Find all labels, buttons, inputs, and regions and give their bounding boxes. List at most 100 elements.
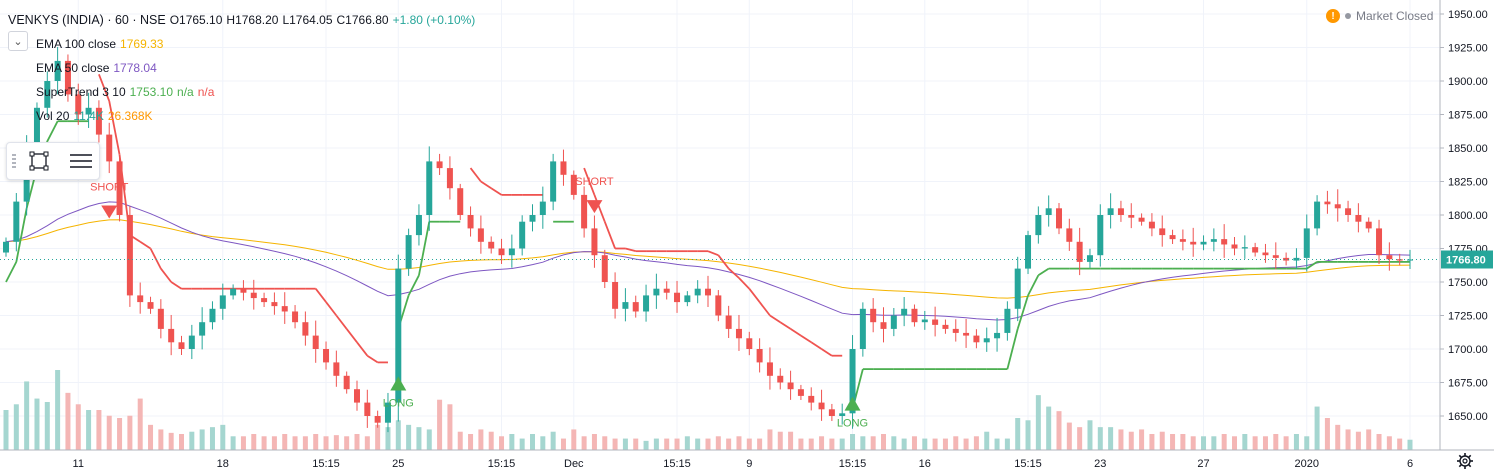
y-tick-label: 1675.00 <box>1448 378 1488 390</box>
supertrend-segment <box>149 248 162 270</box>
market-status[interactable]: ! Market Closed <box>1326 9 1433 23</box>
candle-body <box>880 322 887 329</box>
short-signal-arrow <box>101 205 118 219</box>
volume-bar <box>199 429 205 450</box>
x-tick-label: 23 <box>1094 458 1106 470</box>
volume-bar <box>839 438 845 450</box>
ema-50-line <box>5 201 1411 321</box>
supertrend-segment <box>800 334 812 344</box>
volume-bar <box>488 431 494 450</box>
volume-bar <box>395 420 401 450</box>
long-signal-label: LONG <box>383 398 414 410</box>
volume-bar <box>715 436 721 450</box>
volume-bar <box>808 438 814 450</box>
indicator-label: SuperTrend 3 10 <box>36 85 126 99</box>
x-tick-label: 15:15 <box>312 458 340 470</box>
indicator-value-extra: 26.368K <box>107 109 153 123</box>
candle-body <box>1014 268 1021 309</box>
indicator-volume[interactable]: Vol 20 11.4K 26.368K <box>8 104 475 128</box>
candle-body <box>612 282 619 309</box>
supertrend-segment <box>625 247 636 253</box>
candle-body <box>1076 241 1083 262</box>
candle-body <box>1025 235 1032 269</box>
volume-bar <box>1345 429 1351 450</box>
volume-bar <box>1283 436 1289 450</box>
volume-bar <box>1077 427 1083 450</box>
candle-body <box>13 201 20 242</box>
indicator-ema100[interactable]: EMA 100 close 1769.33 <box>8 32 475 56</box>
high-value: H1768.20 <box>226 13 279 27</box>
change-value: +1.80 (+0.10%) <box>392 13 476 27</box>
volume-bar <box>746 438 752 450</box>
y-tick-label: 1825.00 <box>1448 177 1488 189</box>
chart-legend: VENKYS (INDIA) · 60 · NSE O1765.10 H1768… <box>8 8 475 128</box>
candle-body <box>1376 228 1383 256</box>
legend-collapse-button[interactable]: ⌄ <box>8 31 28 51</box>
candle-body <box>581 194 588 229</box>
rectangle-tool-icon[interactable] <box>29 151 49 171</box>
volume-bar <box>1252 436 1258 450</box>
volume-bar <box>973 436 979 450</box>
candle-body <box>1117 208 1124 215</box>
volume-bar <box>736 436 742 450</box>
volume-bar <box>560 438 566 450</box>
volume-bar <box>55 370 61 450</box>
supertrend-segment <box>603 221 616 249</box>
volume-bar <box>457 431 463 450</box>
candle-body <box>591 228 598 256</box>
volume-bar <box>364 436 370 450</box>
volume-bar <box>891 436 897 450</box>
candle-body <box>828 409 835 416</box>
symbol-title[interactable]: VENKYS (INDIA) · 60 · NSE <box>8 13 166 27</box>
volume-bar <box>633 438 639 450</box>
volume-bar <box>24 381 30 450</box>
y-tick-label: 1925.00 <box>1448 43 1488 55</box>
indicator-supertrend[interactable]: SuperTrend 3 10 1753.10 n/a n/a <box>8 80 475 104</box>
indicator-ema50[interactable]: EMA 50 close 1778.04 <box>8 56 475 80</box>
x-tick-label: 2020 <box>1295 458 1319 470</box>
indicator-value: 1769.33 <box>120 37 164 51</box>
short-signal-label: SHORT <box>575 176 614 188</box>
market-status-label: Market Closed <box>1356 9 1434 23</box>
supertrend-segment <box>46 120 59 142</box>
supertrend-segment <box>335 314 348 330</box>
supertrend-segment <box>769 314 781 323</box>
volume-bar <box>829 438 835 450</box>
volume-bar <box>1386 436 1392 450</box>
volume-bar <box>292 436 298 450</box>
volume-bar <box>406 424 412 450</box>
volume-bar <box>189 431 195 450</box>
gear-icon[interactable] <box>1456 452 1474 470</box>
volume-bars <box>3 370 1413 450</box>
volume-bar <box>1335 424 1341 450</box>
x-tick-label: 9 <box>746 458 752 470</box>
volume-bar <box>1046 406 1052 450</box>
candle-body <box>271 302 278 307</box>
drag-handle-icon[interactable] <box>12 154 16 168</box>
drawing-toolbox[interactable] <box>6 142 100 180</box>
supertrend-segment <box>314 288 327 303</box>
list-tool-icon[interactable] <box>69 151 93 171</box>
candle-body <box>684 295 691 303</box>
supertrend-segment <box>15 208 28 263</box>
candle-body <box>529 215 536 222</box>
volume-bar <box>1262 436 1268 450</box>
candle-body <box>942 324 949 329</box>
supertrend-segment <box>5 261 18 283</box>
supertrend-segment <box>593 194 606 223</box>
supertrend-segment <box>1027 274 1040 296</box>
long-signal-label: LONG <box>837 418 868 430</box>
candle-body <box>209 308 216 323</box>
volume-bar <box>478 429 484 450</box>
volume-bar <box>1232 436 1237 450</box>
candle-body <box>240 288 247 293</box>
candle-body <box>1066 228 1073 242</box>
volume-bar <box>901 438 907 450</box>
volume-bar <box>137 398 143 450</box>
supertrend-segment <box>717 254 730 270</box>
volume-bar <box>643 440 649 450</box>
candle-body <box>1200 241 1207 245</box>
supertrend-segment <box>728 267 740 279</box>
candle-body <box>1365 221 1372 229</box>
